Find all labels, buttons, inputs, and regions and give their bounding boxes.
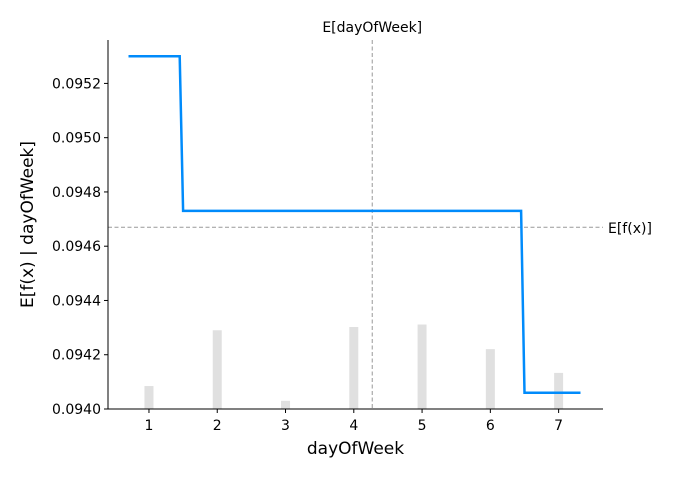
y-tick-label: 0.0944 <box>52 293 101 309</box>
histogram-bar <box>144 386 154 409</box>
series-line <box>128 55 581 394</box>
x-tick-label: 1 <box>145 418 154 434</box>
expected-x-label: E[dayOfWeek] <box>322 20 422 36</box>
histogram-bars <box>144 324 564 409</box>
labels: dayOfWeek E[f(x) | dayOfWeek] E[dayOfWee… <box>18 20 652 459</box>
y-tick-label: 0.0950 <box>52 131 101 147</box>
histogram-bar <box>212 330 222 409</box>
x-tick-label: 2 <box>213 418 222 434</box>
y-axis-label: E[f(x) | dayOfWeek] <box>18 141 38 308</box>
x-axis-label: dayOfWeek <box>307 439 404 459</box>
x-tick-label: 3 <box>281 418 290 434</box>
histogram-bar <box>349 327 359 409</box>
y-tick-label: 0.0942 <box>52 348 101 364</box>
x-tick-label: 5 <box>418 418 427 434</box>
histogram-bar <box>281 400 291 409</box>
axes: 1 2 3 4 5 6 7 0.0940 0.0942 0.0944 0.0946 0.0948 0.0… <box>52 40 603 434</box>
series-group <box>128 55 581 394</box>
x-tick-label: 7 <box>554 418 563 434</box>
expected-y-label: E[f(x)] <box>608 221 652 237</box>
x-tick-label: 6 <box>486 418 495 434</box>
histogram-bar <box>485 349 495 409</box>
y-tick-label: 0.0940 <box>52 402 101 418</box>
y-tick-label: 0.0952 <box>52 76 101 92</box>
histogram-bar <box>554 372 564 409</box>
x-tick-label: 4 <box>349 418 358 434</box>
y-tick-label: 0.0946 <box>52 239 101 255</box>
y-tick-label: 0.0948 <box>52 185 101 201</box>
histogram-bar <box>417 324 427 409</box>
